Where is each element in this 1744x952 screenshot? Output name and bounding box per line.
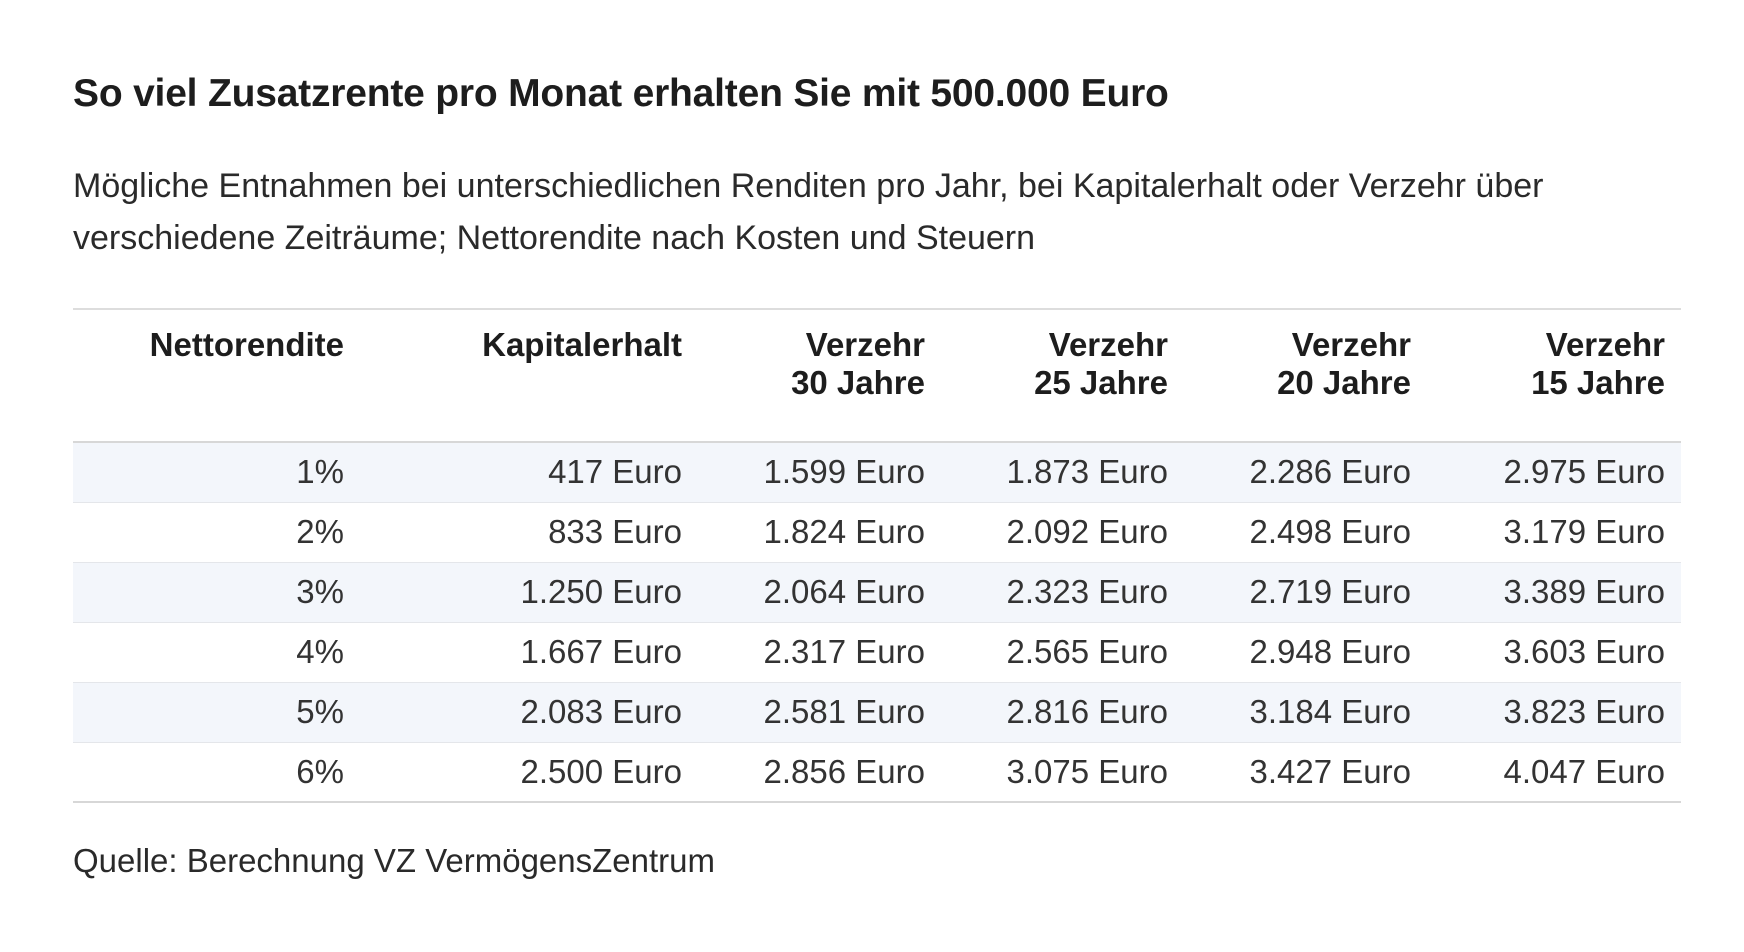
table-header: Nettorendite Kapitalerhalt Verzehr 30 Ja…: [73, 309, 1681, 442]
column-header-line: Nettorendite: [149, 326, 344, 363]
column-header-line: Verzehr: [1545, 326, 1665, 363]
value-cell: 1.824 Euro: [698, 502, 941, 563]
value-cell: 1.667 Euro: [360, 622, 698, 683]
column-header-verzehr-30: Verzehr 30 Jahre: [698, 309, 941, 442]
value-cell: 417 Euro: [360, 442, 698, 503]
column-header-verzehr-25: Verzehr 25 Jahre: [941, 309, 1184, 442]
header-row: Nettorendite Kapitalerhalt Verzehr 30 Ja…: [73, 309, 1681, 442]
value-cell: 2.816 Euro: [941, 682, 1184, 743]
value-cell: 1.250 Euro: [360, 562, 698, 623]
value-cell: 2.317 Euro: [698, 622, 941, 683]
value-cell: 2.948 Euro: [1184, 622, 1427, 683]
column-header-kapitalerhalt: Kapitalerhalt: [360, 309, 698, 442]
column-header-line: Kapitalerhalt: [482, 326, 682, 363]
row-label-cell: 5%: [73, 682, 360, 743]
value-cell: 2.064 Euro: [698, 562, 941, 623]
value-cell: 2.498 Euro: [1184, 502, 1427, 563]
table-body: 1% 417 Euro 1.599 Euro 1.873 Euro 2.286 Euro…: [73, 442, 1681, 803]
column-header-line: 15 Jahre: [1531, 364, 1665, 401]
value-cell: 3.179 Euro: [1427, 502, 1681, 563]
value-cell: 3.389 Euro: [1427, 562, 1681, 623]
value-cell: 3.823 Euro: [1427, 682, 1681, 743]
value-cell: 2.286 Euro: [1184, 442, 1427, 503]
chart-title: So viel Zusatzrente pro Monat erhalten S…: [73, 72, 1169, 115]
row-label-cell: 6%: [73, 742, 360, 803]
table-row: 4% 1.667 Euro 2.317 Euro 2.565 Euro 2.948 Eu…: [73, 622, 1681, 683]
table-row: 5% 2.083 Euro 2.581 Euro 2.816 Euro 3.184 Eu…: [73, 682, 1681, 743]
value-cell: 4.047 Euro: [1427, 742, 1681, 803]
value-cell: 2.565 Euro: [941, 622, 1184, 683]
table-row: 1% 417 Euro 1.599 Euro 1.873 Euro 2.286 Euro…: [73, 442, 1681, 503]
value-cell: 2.323 Euro: [941, 562, 1184, 623]
column-header-line: Verzehr: [805, 326, 925, 363]
source-note: Quelle: Berechnung VZ VermögensZentrum: [73, 842, 716, 879]
value-cell: 2.719 Euro: [1184, 562, 1427, 623]
value-cell: 2.083 Euro: [360, 682, 698, 743]
column-header-nettorendite: Nettorendite: [73, 309, 360, 442]
value-cell: 3.075 Euro: [941, 742, 1184, 803]
value-cell: 2.092 Euro: [941, 502, 1184, 563]
row-label-cell: 3%: [73, 562, 360, 623]
chart-subtitle: Mögliche Entnahmen bei unterschiedlichen…: [73, 167, 1544, 257]
column-header-verzehr-20: Verzehr 20 Jahre: [1184, 309, 1427, 442]
column-header-line: 25 Jahre: [1034, 364, 1168, 401]
table-row: 3% 1.250 Euro 2.064 Euro 2.323 Euro 2.719 Eu…: [73, 562, 1681, 623]
column-header-verzehr-15: Verzehr 15 Jahre: [1427, 309, 1681, 442]
value-cell: 2.500 Euro: [360, 742, 698, 803]
data-table-container: Nettorendite Kapitalerhalt Verzehr 30 Ja…: [73, 308, 1681, 803]
value-cell: 3.603 Euro: [1427, 622, 1681, 683]
column-header-line: Verzehr: [1291, 326, 1411, 363]
value-cell: 3.427 Euro: [1184, 742, 1427, 803]
value-cell: 2.856 Euro: [698, 742, 941, 803]
table-row: 6% 2.500 Euro 2.856 Euro 3.075 Euro 3.427 Eu…: [73, 742, 1681, 803]
value-cell: 2.581 Euro: [698, 682, 941, 743]
value-cell: 1.599 Euro: [698, 442, 941, 503]
column-header-line: 30 Jahre: [791, 364, 925, 401]
value-cell: 1.873 Euro: [941, 442, 1184, 503]
value-cell: 833 Euro: [360, 502, 698, 563]
column-header-line: Verzehr: [1048, 326, 1168, 363]
row-label-cell: 1%: [73, 442, 360, 503]
column-header-line: 20 Jahre: [1277, 364, 1411, 401]
row-label-cell: 2%: [73, 502, 360, 563]
data-table: Nettorendite Kapitalerhalt Verzehr 30 Ja…: [73, 308, 1681, 803]
value-cell: 2.975 Euro: [1427, 442, 1681, 503]
table-row: 2% 833 Euro 1.824 Euro 2.092 Euro 2.498 Euro…: [73, 502, 1681, 563]
value-cell: 3.184 Euro: [1184, 682, 1427, 743]
row-label-cell: 4%: [73, 622, 360, 683]
